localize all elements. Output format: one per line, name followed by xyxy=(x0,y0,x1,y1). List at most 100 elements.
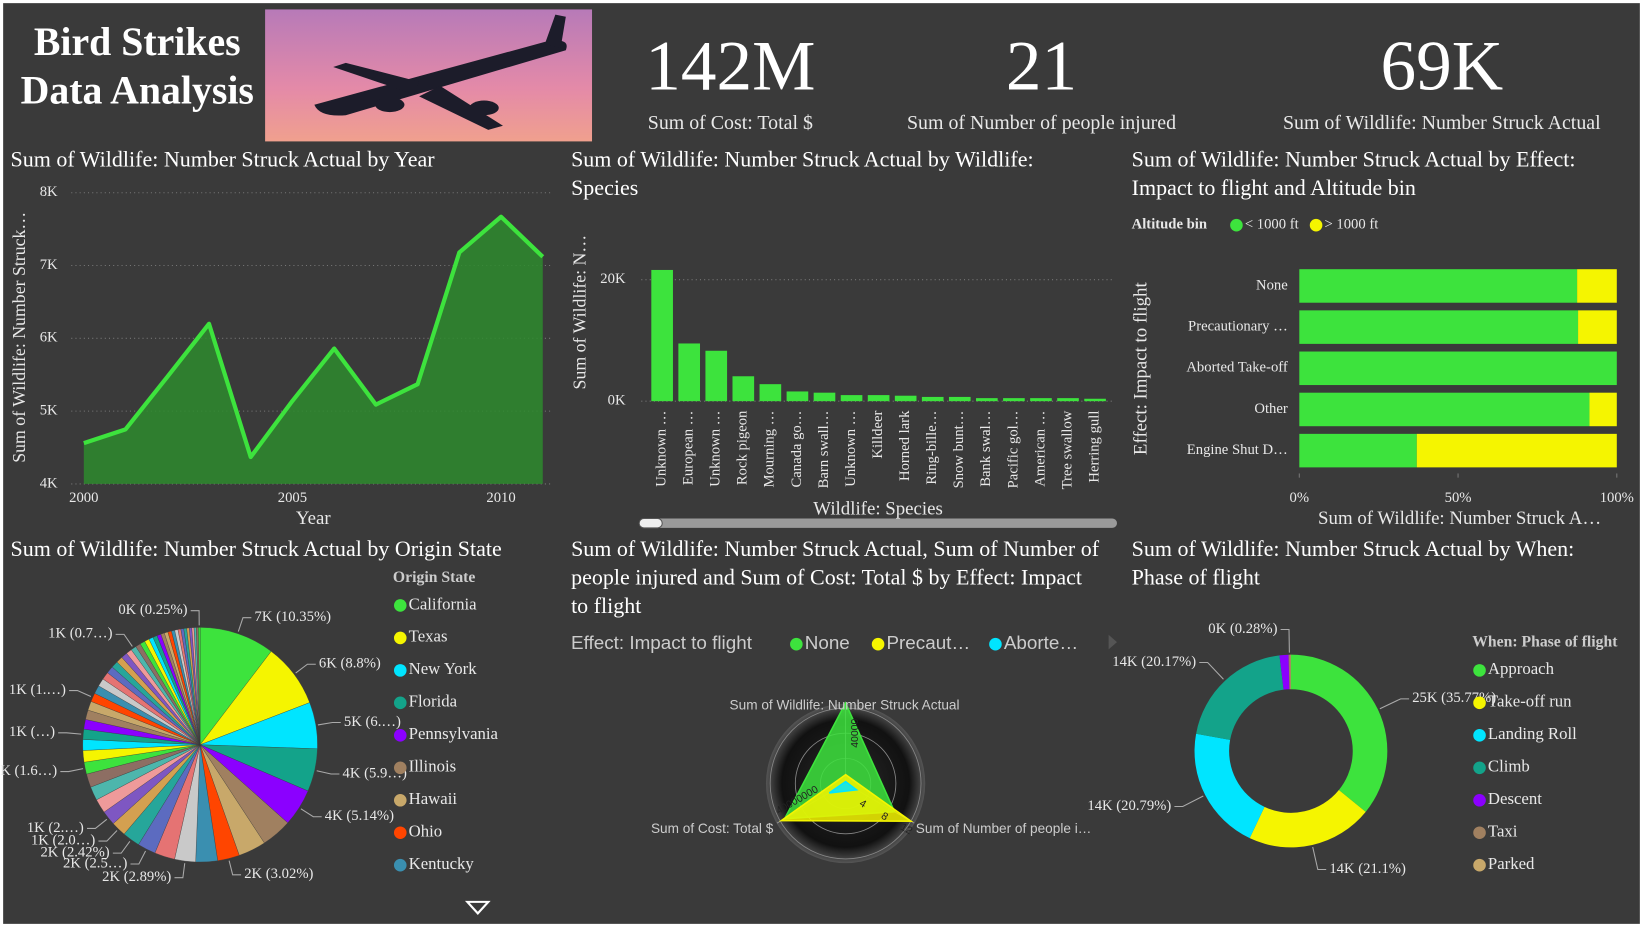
legend-swatch xyxy=(989,637,1002,651)
leader-line xyxy=(316,770,340,775)
radar-axis-label: Sum of Wildlife: Number Struck Actual xyxy=(730,698,960,713)
line xyxy=(83,214,545,460)
legend-label: Illinois xyxy=(409,757,456,776)
x-tick-label: Mourning … xyxy=(762,411,778,488)
x-axis-label: Wildlife: Species xyxy=(813,498,943,519)
x-tick-label: Pacific gol… xyxy=(1005,411,1021,489)
y-tick-label: Precautionary … xyxy=(1188,318,1288,334)
legend-swatch xyxy=(1473,761,1486,775)
more-arrow[interactable] xyxy=(464,900,491,915)
bar xyxy=(759,384,782,402)
x-tick-label: Tree swallow xyxy=(1059,410,1075,489)
bar-segment xyxy=(1589,392,1617,427)
scrollbar[interactable] xyxy=(639,518,1117,528)
bar-segment xyxy=(1299,433,1417,468)
legend-swatch xyxy=(871,637,885,651)
x-tick-label: Snow bunt… xyxy=(951,411,967,489)
legend-swatch xyxy=(393,761,407,775)
data-label: 14K (20.79%) xyxy=(1087,798,1171,814)
y-tick-label: 8K xyxy=(40,184,58,200)
leader-line xyxy=(130,850,147,865)
x-tick-label: Killdeer xyxy=(870,410,886,458)
y-axis-label: Sum of Wildlife: Number Struck… xyxy=(9,212,29,463)
x-tick-label: Unknown … xyxy=(708,411,724,487)
slice xyxy=(199,627,272,746)
radar-tick-label: 12 xyxy=(898,822,914,837)
y-tick-label: 4K xyxy=(40,475,58,491)
legend-swatch xyxy=(393,631,407,645)
leader-line xyxy=(174,863,186,879)
leader-line xyxy=(115,633,133,647)
x-tick-label: Rock pigeon xyxy=(735,410,751,485)
x-tick-label: Unknown … xyxy=(843,411,859,487)
bar xyxy=(921,396,944,402)
x-tick-label: American … xyxy=(1032,411,1048,487)
legend-label: Climb xyxy=(1488,757,1530,776)
radar-tick-label: 8 xyxy=(879,811,890,824)
legend-label: Landing Roll xyxy=(1488,724,1577,743)
legend-next[interactable] xyxy=(1108,634,1117,650)
legend-title: Altitude bin xyxy=(1132,217,1207,233)
data-label: 5K (6.…) xyxy=(344,714,401,730)
chart-title: Sum of Wildlife: Number Struck Actual by… xyxy=(10,146,435,172)
x-tick-label: Horned lark xyxy=(897,410,913,481)
bar xyxy=(1030,398,1052,402)
dashboard-title: Data Analysis xyxy=(21,68,254,112)
legend-swatch xyxy=(1309,218,1323,232)
data-label: 1K (1.…) xyxy=(9,682,66,698)
x-tick-label: Barn swall… xyxy=(816,411,832,489)
y-axis-label: Effect: Impact to flight xyxy=(1130,282,1151,456)
legend-label: None xyxy=(805,632,850,653)
x-tick-label: Ring-bille… xyxy=(924,411,940,485)
legend-label: Descent xyxy=(1488,789,1542,808)
plane xyxy=(314,14,567,130)
legend-label: Taxi xyxy=(1488,822,1518,841)
leader-line xyxy=(190,610,200,626)
legend-swatch xyxy=(1473,696,1486,710)
bar xyxy=(867,395,890,402)
legend-swatch xyxy=(393,826,407,840)
dashboard-title: Bird Strikes xyxy=(34,20,241,64)
legend-label: Hawaii xyxy=(409,789,458,808)
bar-segment xyxy=(1299,392,1590,427)
data-label: 2K (2.89%) xyxy=(102,869,171,885)
radar-axis-label: Sum of Number of people i… xyxy=(916,821,1092,836)
y-tick-label: Engine Shut D… xyxy=(1187,442,1288,458)
data-label: 1K (1.6…) xyxy=(0,763,57,779)
bar-segment xyxy=(1299,310,1579,344)
leader-line xyxy=(1280,629,1290,653)
leader-line xyxy=(60,768,84,773)
data-label: 1K (…) xyxy=(9,724,55,740)
slice xyxy=(1290,654,1291,690)
slice xyxy=(198,627,201,745)
area xyxy=(83,216,543,484)
bar xyxy=(732,376,755,402)
leader-line xyxy=(1199,661,1224,680)
data-label: 2K (3.02%) xyxy=(244,866,313,882)
chart-title: Sum of Wildlife: Number Struck Actual, S… xyxy=(571,536,1100,619)
legend-label: New York xyxy=(409,659,478,678)
y-axis-label: Sum of Wildlife: N… xyxy=(570,235,590,390)
bar xyxy=(813,392,836,402)
bar xyxy=(1057,398,1079,402)
y-tick-label: None xyxy=(1256,277,1288,293)
legend-swatch xyxy=(393,599,407,612)
bar-segment xyxy=(1416,433,1617,468)
y-tick-label: 6K xyxy=(40,330,58,346)
y-tick-label: 7K xyxy=(40,257,58,273)
legend-label: Ohio xyxy=(409,822,443,841)
leader-line xyxy=(1379,698,1410,710)
data-label: 1K (2.0…) xyxy=(31,832,95,848)
bar-segment xyxy=(1299,269,1578,303)
data-label: 1K (2.…) xyxy=(27,820,84,836)
x-tick-label: Bank swal… xyxy=(978,411,994,487)
legend-label: Take-off run xyxy=(1488,692,1572,711)
scroll-thumb[interactable] xyxy=(638,517,663,529)
bar xyxy=(705,350,728,402)
leader-line xyxy=(58,732,82,735)
legend-swatch xyxy=(393,729,407,742)
slice xyxy=(1249,790,1366,848)
legend-label: Precaut… xyxy=(886,632,970,653)
x-tick-label: 2000 xyxy=(69,490,98,506)
